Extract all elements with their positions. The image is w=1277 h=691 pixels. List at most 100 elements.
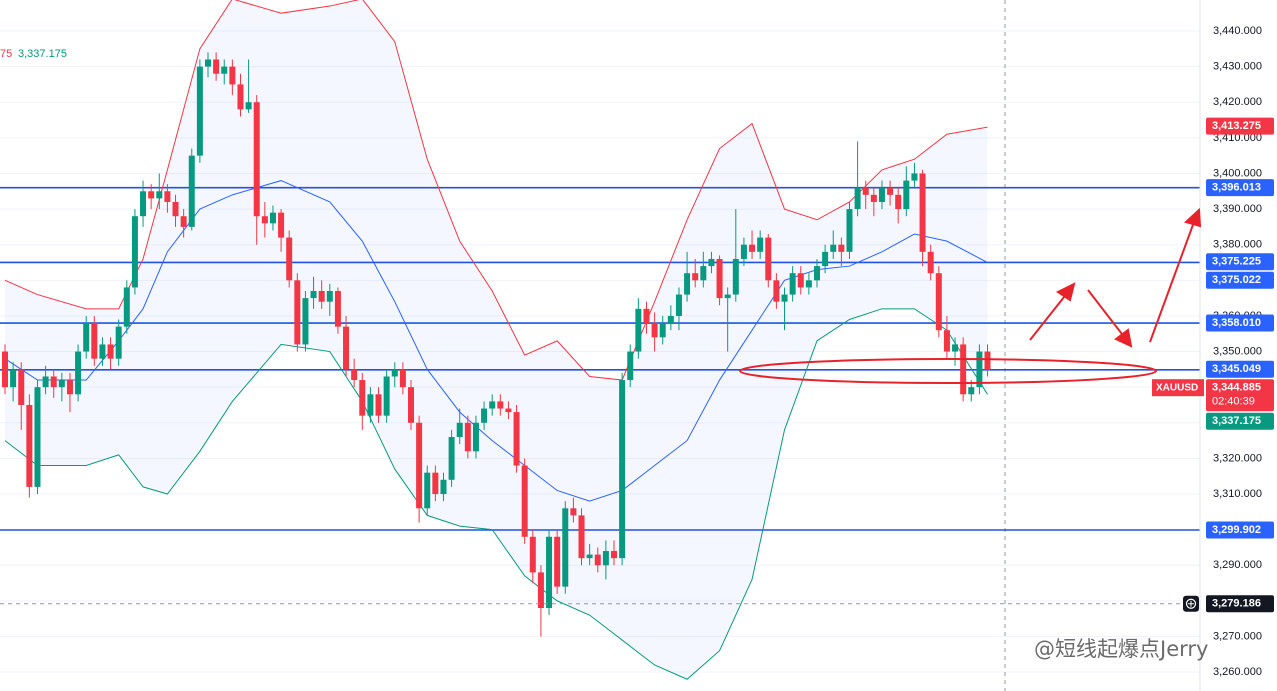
- symbol-tag-box: [1152, 379, 1204, 397]
- price-label-box: [1206, 412, 1274, 430]
- candle-body: [50, 376, 57, 388]
- candle-body: [237, 84, 244, 110]
- price-label: 3,358.010: [1212, 317, 1261, 329]
- candle-body: [213, 59, 220, 74]
- arrow: [1149, 221, 1195, 343]
- candle-body: [107, 344, 114, 359]
- candle-body: [318, 291, 325, 302]
- candle-body: [546, 536, 553, 609]
- candle-body: [878, 187, 885, 202]
- candle-body: [757, 237, 764, 252]
- candle-body: [205, 59, 211, 67]
- price-label: 3,279.186: [1212, 598, 1261, 610]
- candle-body: [188, 155, 195, 227]
- candle-body: [42, 376, 49, 388]
- candle-body: [302, 298, 309, 345]
- candle-body: [505, 408, 512, 413]
- candle-body: [497, 401, 504, 409]
- candle-body: [472, 422, 479, 452]
- candle-body: [34, 387, 41, 487]
- price-label-box: [1206, 179, 1274, 197]
- candle-body: [10, 369, 17, 388]
- candle-body: [375, 394, 382, 416]
- candle-body: [58, 380, 65, 388]
- candle-body: [724, 294, 731, 299]
- candle-body: [172, 201, 179, 217]
- candle-body: [838, 244, 845, 252]
- y-tick-label: 3,380.000: [1213, 239, 1262, 251]
- candle-body: [464, 422, 471, 452]
- candle-body: [521, 465, 528, 537]
- legend-text: 75: [0, 48, 12, 60]
- candle-body: [66, 380, 73, 395]
- price-label: 3,375.225: [1212, 256, 1261, 268]
- candle-body: [359, 380, 366, 416]
- candle-body: [797, 273, 804, 288]
- candle-body: [18, 369, 25, 405]
- band-fill: [5, 0, 988, 680]
- candle-body: [968, 387, 975, 395]
- plot-area: [0, 0, 1200, 680]
- candle-body: [456, 422, 463, 438]
- candle-body: [911, 173, 918, 181]
- annotations: [739, 207, 1202, 384]
- candle-body: [91, 323, 98, 359]
- price-label-box: [1206, 271, 1274, 289]
- candle-body: [854, 187, 861, 210]
- bollinger-band: [4, 180, 988, 502]
- candle-body: [943, 330, 950, 352]
- y-tick-label: 3,290.000: [1213, 559, 1262, 571]
- candle-body: [602, 551, 609, 566]
- candle-body: [903, 180, 910, 210]
- price-label: 3,345.049: [1212, 363, 1261, 375]
- candle-body: [659, 323, 666, 338]
- candle-body: [708, 258, 715, 267]
- candle-body: [740, 244, 747, 259]
- candle-body: [351, 369, 358, 381]
- candle-body: [261, 216, 268, 224]
- countdown: 02:40:39: [1212, 396, 1255, 408]
- candle-body: [481, 408, 488, 423]
- candle-body: [83, 323, 90, 352]
- candle-body: [140, 191, 147, 217]
- price-label: 3,337.175: [1212, 415, 1261, 427]
- y-tick-label: 3,260.000: [1213, 666, 1262, 678]
- candle-body: [343, 326, 350, 370]
- candle-body: [123, 287, 130, 327]
- price-label: 3,413.275: [1212, 120, 1261, 132]
- candle-body: [684, 273, 691, 295]
- candle-body: [156, 191, 163, 199]
- candle-body: [773, 280, 780, 302]
- candle-body: [984, 351, 991, 370]
- price-label: 3,396.013: [1212, 182, 1261, 194]
- candle-body: [75, 351, 82, 395]
- candle-body: [805, 280, 812, 288]
- arrowhead: [1184, 207, 1202, 228]
- symbol-tag: XAUUSD: [1156, 382, 1198, 393]
- y-tick-label: 3,350.000: [1213, 345, 1262, 357]
- candle-body: [976, 351, 983, 388]
- candle-body: [554, 536, 561, 587]
- candle-body: [700, 266, 707, 281]
- arrow: [1029, 291, 1069, 341]
- y-tick-label: 3,420.000: [1213, 96, 1262, 108]
- candle-body: [732, 258, 739, 295]
- bollinger-band: [4, 0, 988, 381]
- candle-body: [814, 266, 820, 281]
- candle-body: [115, 326, 122, 359]
- bollinger-band: [4, 308, 988, 680]
- candle-body: [334, 291, 341, 327]
- y-tick-label: 3,400.000: [1213, 167, 1262, 179]
- candle-body: [635, 308, 642, 352]
- candle-body: [391, 369, 398, 377]
- candle-body: [586, 554, 593, 559]
- candle-body: [221, 66, 228, 74]
- candle-body: [278, 212, 285, 238]
- candle-body: [383, 376, 390, 416]
- price-label-box: [1206, 360, 1274, 378]
- y-tick-label: 3,440.000: [1213, 25, 1262, 37]
- y-tick-label: 3,390.000: [1213, 203, 1262, 215]
- candle-body: [416, 422, 423, 509]
- price-label-box: [1206, 253, 1274, 271]
